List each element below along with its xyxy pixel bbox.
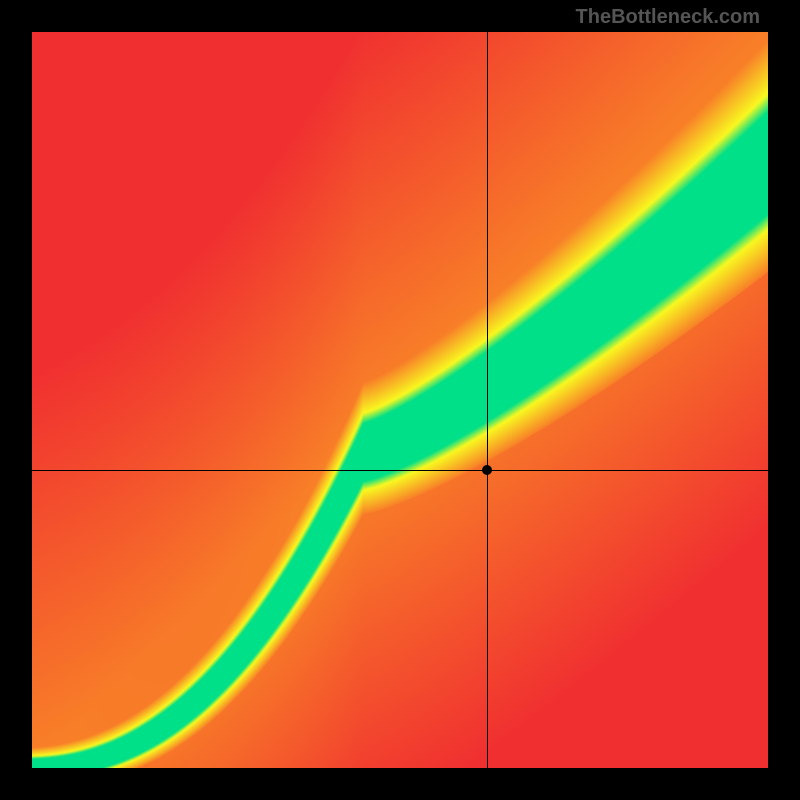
watermark-text: TheBottleneck.com <box>576 6 760 29</box>
crosshair-marker <box>482 465 492 475</box>
heatmap-plot <box>32 32 768 768</box>
heatmap-canvas <box>32 32 768 768</box>
crosshair-vertical <box>487 32 488 768</box>
crosshair-horizontal <box>32 470 768 471</box>
